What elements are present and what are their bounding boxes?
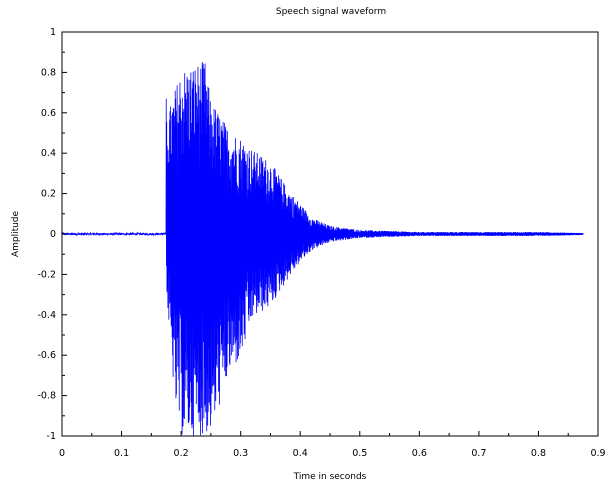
y-tick-label: -0.2 [37,269,56,280]
chart-title: Speech signal waveform [276,7,386,17]
x-tick-label: 0.1 [114,448,129,459]
x-axis-label: Time in seconds [293,472,367,482]
y-tick-label: 0 [50,229,56,240]
x-tick-label: 0.5 [352,448,367,459]
y-tick-label: -0.4 [37,310,56,321]
y-tick-label: 0.4 [41,148,56,159]
y-tick-label: -0.6 [37,350,56,361]
x-tick-label: 0.6 [412,448,427,459]
x-tick-label: 0.3 [233,448,248,459]
y-axis: -1 -0.8 -0.6 -0.4 -0.2 0 0.2 0.4 0.6 0.8 1 [37,27,67,442]
x-tick-label: 0.4 [293,448,308,459]
x-tick-label: 0 [59,448,65,459]
y-tick-label: -1 [47,431,56,442]
y-tick-label: 0.2 [41,189,56,200]
x-tick-label: 0.2 [174,448,189,459]
y-tick-label: 0.6 [41,108,56,119]
y-tick-label: 0.8 [41,67,56,78]
y-tick-label: -0.8 [37,391,56,402]
x-tick-label: 0.8 [531,448,546,459]
x-axis: 0 0.1 0.2 0.3 0.4 0.5 0.6 0.7 0.8 0.9 [59,431,606,459]
y-axis-label: Amplitude [11,210,21,257]
x-tick-label: 0.9 [590,448,605,459]
waveform-layer [61,61,584,436]
x-tick-label: 0.7 [471,448,486,459]
y-tick-label: 1 [50,27,56,38]
waveform-line [61,61,584,436]
